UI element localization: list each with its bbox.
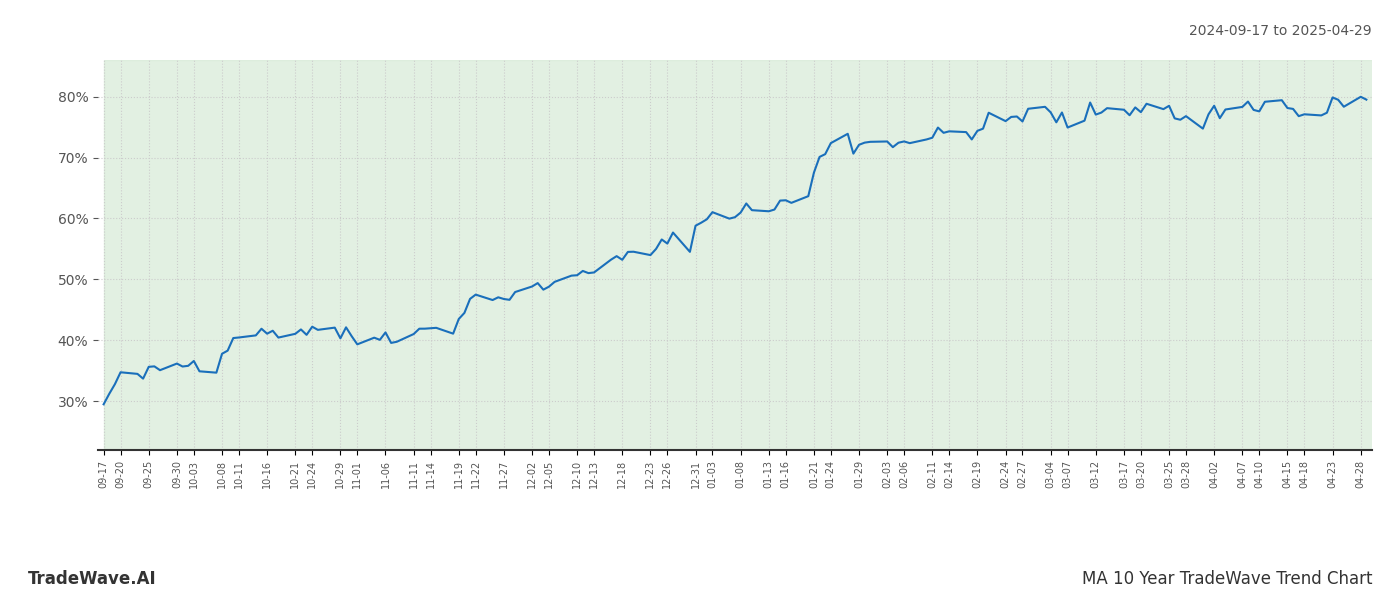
Text: 2024-09-17 to 2025-04-29: 2024-09-17 to 2025-04-29	[1190, 24, 1372, 38]
Bar	[104, 60, 1389, 450]
Text: TradeWave.AI: TradeWave.AI	[28, 570, 157, 588]
Text: MA 10 Year TradeWave Trend Chart: MA 10 Year TradeWave Trend Chart	[1081, 570, 1372, 588]
